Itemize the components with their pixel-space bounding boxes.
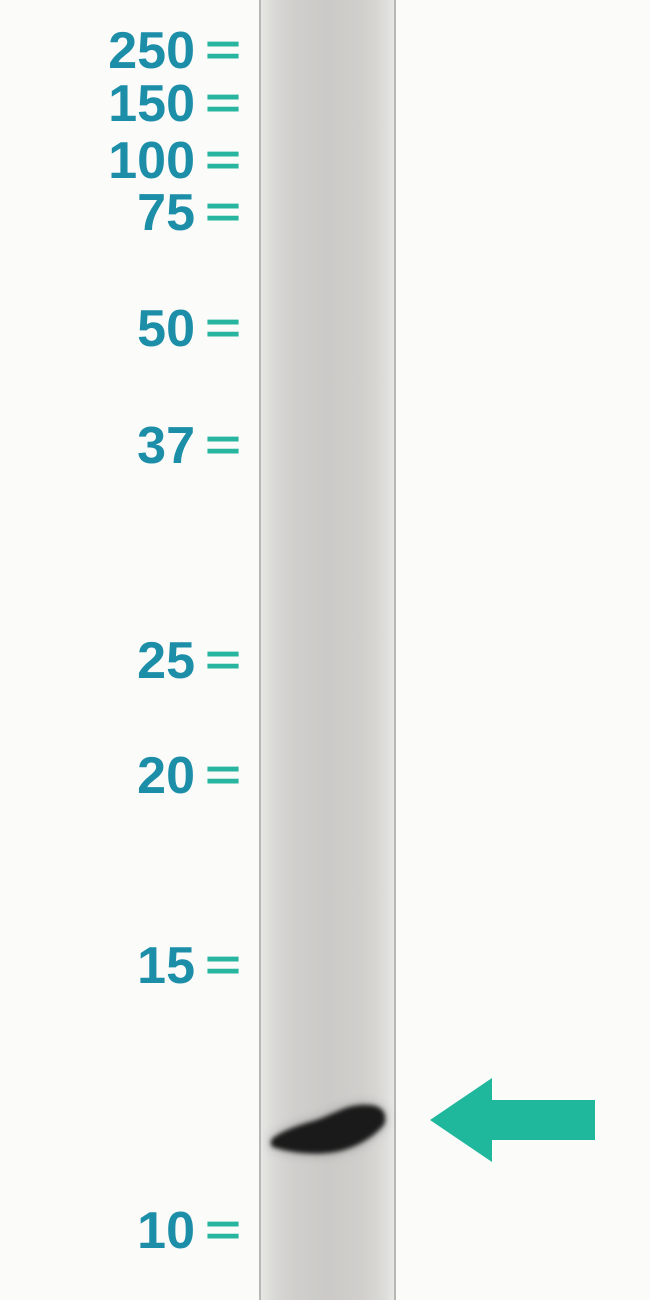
marker-tick-25: = [205, 634, 238, 685]
marker-label-20: 20 [137, 746, 195, 806]
marker-label-10: 10 [137, 1201, 195, 1261]
marker-tick-15: = [205, 939, 238, 990]
western-blot-figure: 250=150=100=75=50=37=25=20=15=10= [0, 0, 650, 1300]
lane-right-edge [394, 0, 396, 1300]
marker-tick-10: = [205, 1204, 238, 1255]
marker-tick-75: = [205, 186, 238, 237]
marker-tick-37: = [205, 419, 238, 470]
marker-tick-20: = [205, 749, 238, 800]
marker-label-250: 250 [108, 21, 195, 81]
marker-label-150: 150 [108, 74, 195, 134]
marker-label-37: 37 [137, 416, 195, 476]
marker-tick-250: = [205, 24, 238, 75]
marker-label-75: 75 [137, 183, 195, 243]
marker-tick-100: = [205, 134, 238, 185]
marker-label-15: 15 [137, 936, 195, 996]
lane-left-edge [259, 0, 261, 1300]
marker-label-25: 25 [137, 631, 195, 691]
marker-label-100: 100 [108, 131, 195, 191]
marker-tick-150: = [205, 77, 238, 128]
gel-lane [260, 0, 395, 1300]
marker-label-50: 50 [137, 299, 195, 359]
marker-tick-50: = [205, 302, 238, 353]
band-indicator-arrow [430, 1075, 595, 1170]
